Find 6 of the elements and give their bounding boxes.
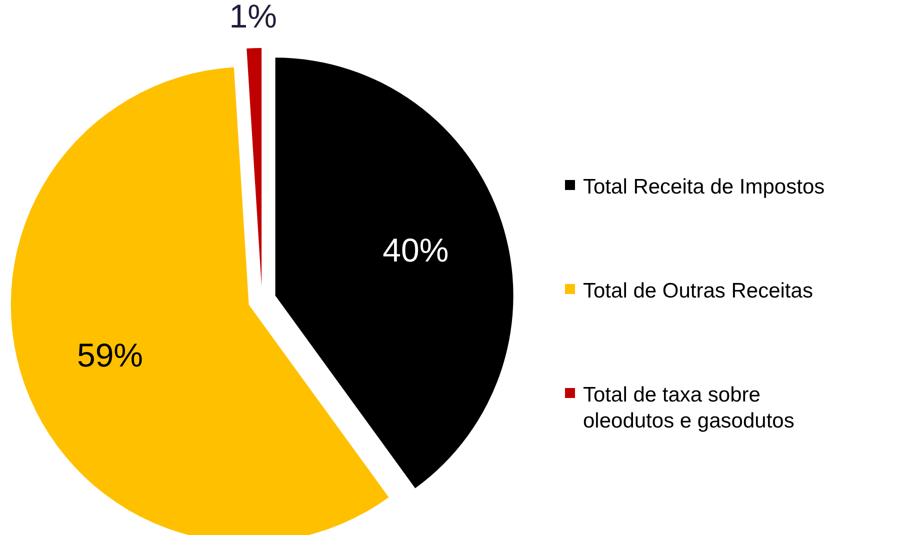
- legend-label: Total de taxa sobre oleodutos e gasodutos: [583, 383, 794, 433]
- data-label: 1%: [229, 0, 277, 35]
- legend-label: Total Receita de Impostos: [583, 175, 825, 198]
- data-label: 59%: [76, 336, 144, 374]
- legend-label: Total de Outras Receitas: [583, 279, 813, 302]
- data-label: 40%: [382, 232, 449, 269]
